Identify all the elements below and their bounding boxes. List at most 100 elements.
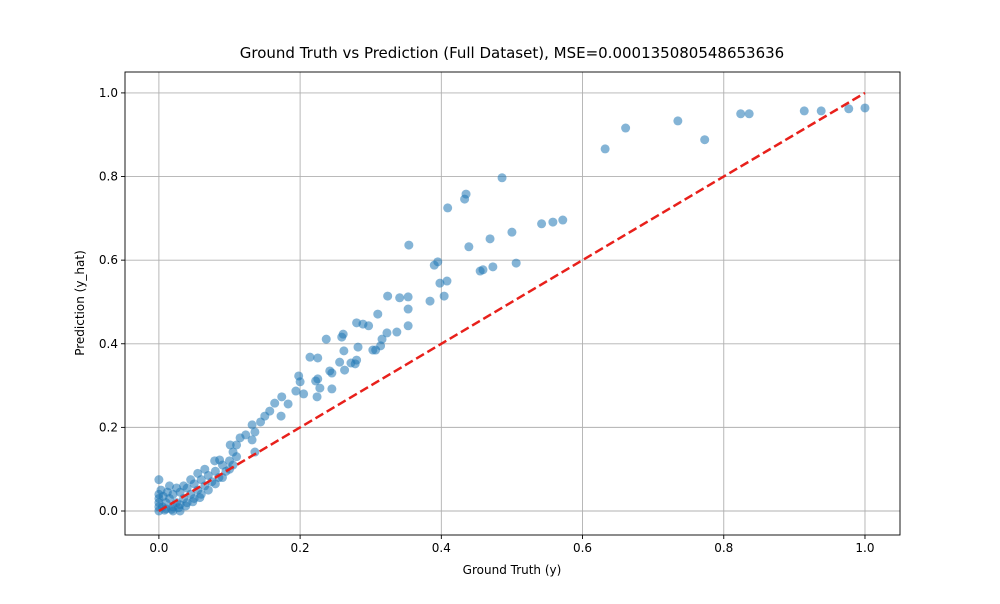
data-point (548, 217, 558, 227)
data-point (511, 258, 521, 268)
data-point (377, 334, 387, 344)
data-point (403, 321, 413, 331)
data-point (335, 357, 345, 367)
data-point (312, 392, 322, 402)
data-point (283, 399, 293, 409)
data-point (313, 353, 323, 363)
data-point (475, 266, 485, 276)
data-point (464, 242, 474, 252)
data-point (799, 106, 809, 116)
data-point (736, 109, 746, 119)
data-point (368, 345, 378, 355)
data-point (277, 392, 287, 402)
data-point (443, 203, 453, 213)
data-point (346, 358, 356, 368)
data-point (321, 334, 331, 344)
x-tick-label: 0.8 (714, 541, 733, 555)
data-point (404, 240, 414, 250)
data-point (442, 276, 452, 286)
y-tick-label: 1.0 (99, 86, 118, 100)
data-point (315, 383, 325, 393)
data-point (168, 506, 178, 516)
data-point (276, 411, 286, 421)
y-tick-label: 0.8 (99, 170, 118, 184)
y-tick-label: 0.2 (99, 420, 118, 434)
data-point (225, 440, 235, 450)
data-point (425, 296, 435, 306)
y-tick-label: 0.4 (99, 337, 118, 351)
data-point (295, 377, 305, 387)
data-point (325, 366, 335, 376)
data-point (429, 260, 439, 270)
data-point (460, 194, 470, 204)
data-point (382, 328, 392, 338)
data-point (403, 292, 413, 302)
data-point (340, 365, 350, 375)
data-point (744, 109, 754, 119)
data-point (507, 227, 517, 237)
data-point (860, 103, 870, 113)
data-point (537, 219, 547, 229)
data-point (311, 376, 321, 386)
data-point (439, 291, 449, 301)
y-tick-label: 0.6 (99, 253, 118, 267)
data-point (179, 481, 189, 491)
data-point (816, 106, 826, 116)
data-point (154, 475, 164, 485)
data-point (673, 116, 683, 126)
data-point (305, 352, 315, 362)
data-point (600, 144, 610, 154)
data-point (395, 293, 405, 303)
data-point (373, 309, 383, 319)
reference-line (158, 91, 866, 513)
data-point (383, 291, 393, 301)
data-point (200, 464, 210, 474)
data-point (488, 262, 498, 272)
data-point (844, 104, 854, 114)
x-axis-label: Ground Truth (y) (463, 563, 562, 577)
data-point (164, 481, 174, 491)
chart-title: Ground Truth vs Prediction (Full Dataset… (240, 44, 784, 62)
data-point (352, 318, 362, 328)
data-point (291, 386, 301, 396)
data-point (339, 346, 349, 356)
data-point (232, 452, 242, 462)
data-point (497, 173, 507, 183)
data-point (327, 384, 337, 394)
x-tick-label: 0.6 (573, 541, 592, 555)
data-point (270, 398, 280, 408)
y-tick-label: 0.0 (99, 504, 118, 518)
data-point (188, 497, 198, 507)
x-tick-label: 0.0 (149, 541, 168, 555)
data-point (403, 304, 413, 314)
x-tick-label: 0.4 (432, 541, 451, 555)
plot-frame (124, 71, 901, 536)
data-point (203, 485, 213, 495)
data-point (210, 456, 220, 466)
data-point (621, 123, 631, 133)
data-point (186, 475, 196, 485)
data-point (235, 433, 245, 443)
data-point (299, 389, 309, 399)
x-tick-label: 0.2 (291, 541, 310, 555)
data-point (558, 215, 568, 225)
data-point (435, 278, 445, 288)
data-point (247, 435, 257, 445)
data-point (175, 506, 185, 516)
data-point (247, 420, 257, 430)
data-point (172, 483, 182, 493)
data-point (256, 417, 266, 427)
data-point (353, 342, 363, 352)
data-point (250, 427, 260, 437)
data-point (158, 491, 168, 501)
data-point (232, 440, 242, 450)
data-point (193, 468, 203, 478)
data-point (700, 135, 710, 145)
data-point (392, 327, 402, 337)
data-point (337, 332, 347, 342)
x-tick-label: 1.0 (855, 541, 874, 555)
y-axis-label: Prediction (y_hat) (73, 250, 87, 356)
